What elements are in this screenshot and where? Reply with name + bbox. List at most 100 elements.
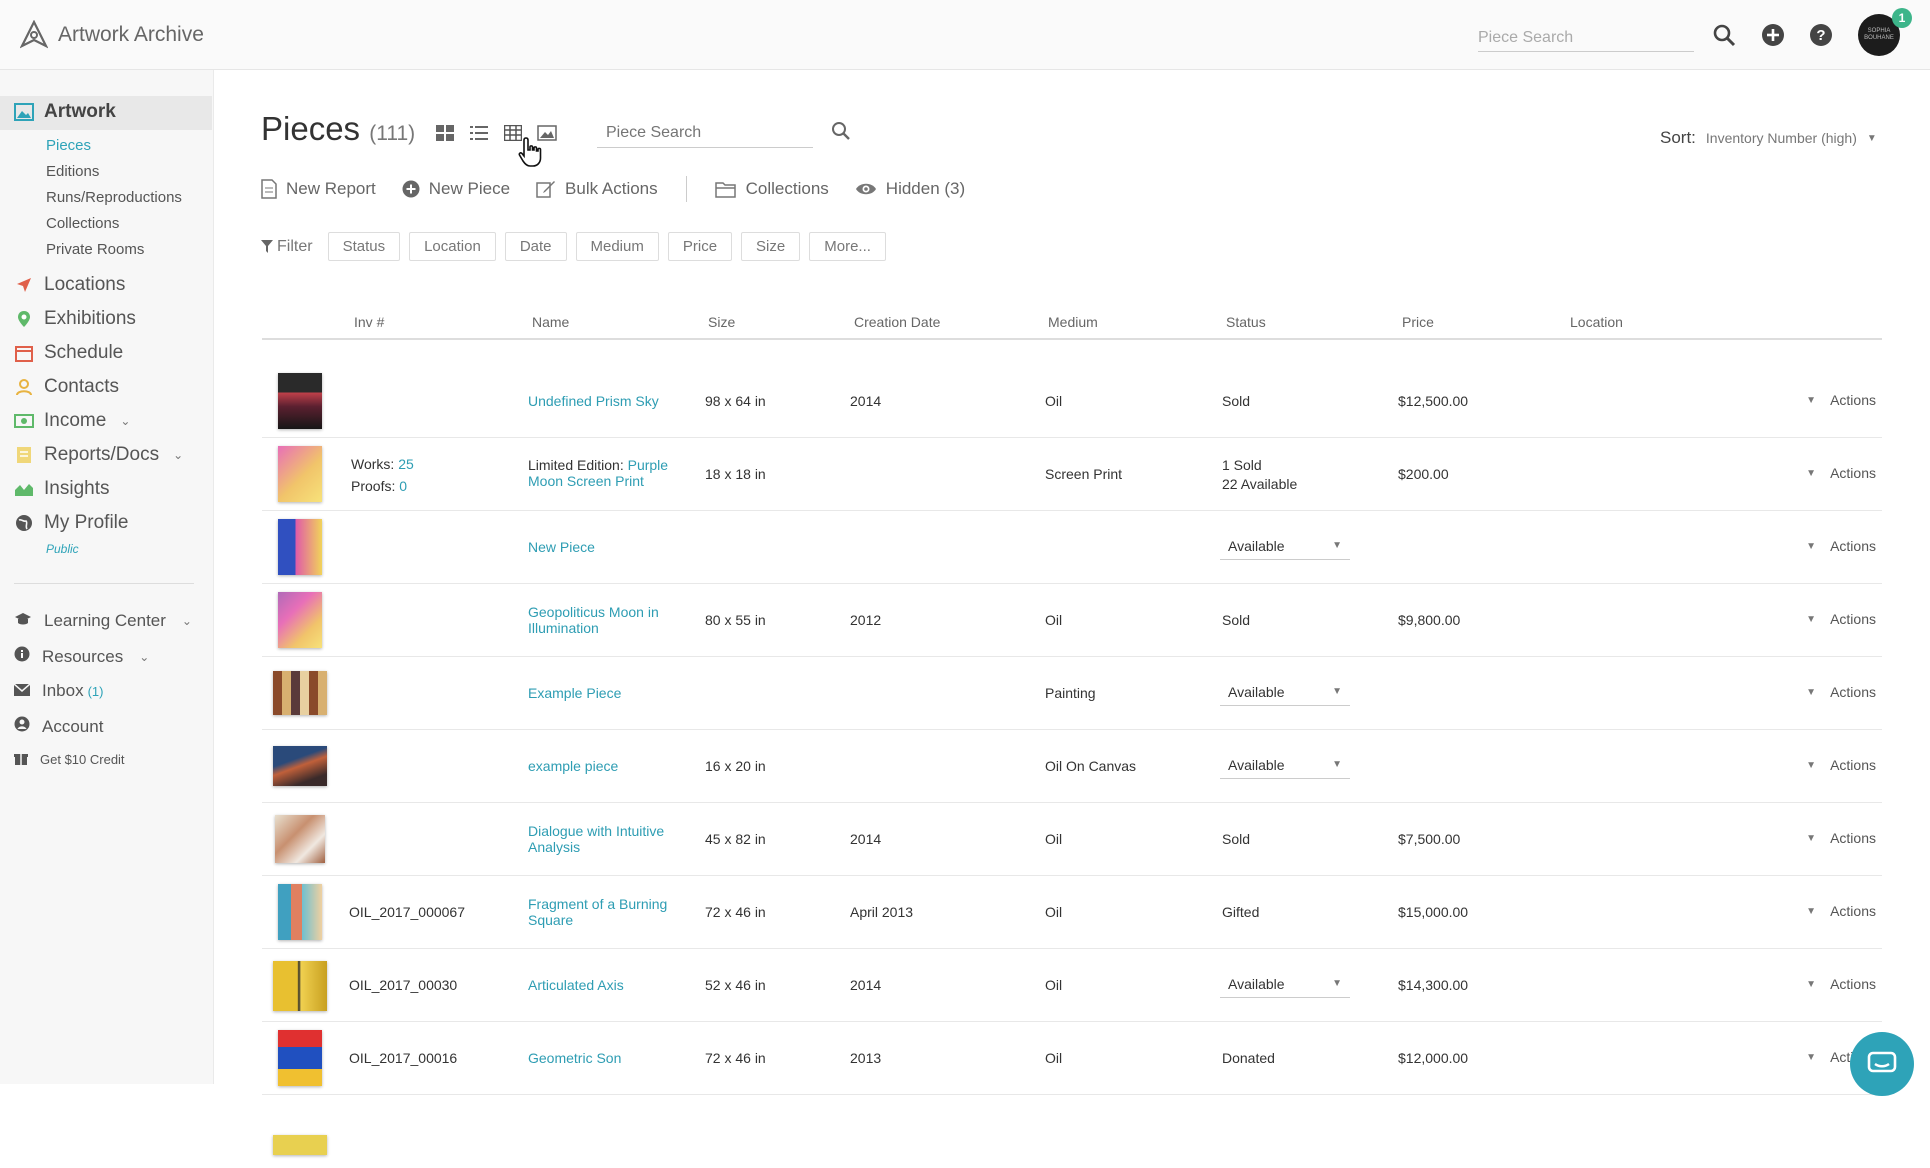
sidebar-item-contacts[interactable]: Contacts — [14, 376, 119, 398]
sidebar-sub-runs[interactable]: Runs/Reproductions — [46, 189, 182, 206]
table-row[interactable] — [262, 1095, 1882, 1168]
column-header-price[interactable]: Price — [1402, 314, 1434, 330]
sidebar-item-exhibitions[interactable]: Exhibitions — [14, 308, 136, 330]
artwork-thumbnail[interactable] — [273, 671, 327, 715]
new-report-button[interactable]: New Report — [261, 179, 376, 199]
row-actions-button[interactable]: ▼ Actions — [1806, 757, 1876, 773]
table-row[interactable]: OIL_2017_00016 Geometric Son 72 x 46 in … — [262, 1022, 1882, 1095]
list-view-icon[interactable] — [468, 122, 490, 144]
row-actions-button[interactable]: ▼ Actions — [1806, 684, 1876, 700]
row-actions-button[interactable]: ▼ Actions — [1806, 392, 1876, 408]
sidebar-sub-pieces[interactable]: Pieces — [46, 137, 92, 154]
row-actions-button[interactable]: ▼ Actions — [1806, 465, 1876, 481]
profile-public-link[interactable]: Public — [46, 542, 79, 556]
help-icon[interactable]: ? — [1806, 20, 1836, 50]
sidebar-item-schedule[interactable]: Schedule — [14, 342, 123, 364]
table-row[interactable]: Example Piece Painting Available ▼ ▼ Actio… — [262, 657, 1882, 730]
works-link[interactable]: 25 — [398, 456, 414, 472]
artwork-thumbnail[interactable] — [273, 746, 327, 786]
table-row[interactable]: OIL_2017_00030 Articulated Axis 52 x 46 … — [262, 949, 1882, 1022]
status-select[interactable]: Available ▼ — [1220, 970, 1350, 998]
filter-medium-button[interactable]: Medium — [575, 232, 659, 261]
artwork-thumbnail[interactable] — [275, 815, 325, 863]
sort-control[interactable]: Sort: Inventory Number (high) ▼ — [1660, 128, 1877, 148]
status-select[interactable]: Available ▼ — [1220, 751, 1350, 779]
filter-date-button[interactable]: Date — [504, 232, 567, 261]
piece-name-link[interactable]: example piece — [528, 758, 619, 774]
bulk-actions-button[interactable]: Bulk Actions — [536, 179, 658, 199]
filter-size-button[interactable]: Size — [741, 232, 801, 261]
top-search-input[interactable] — [1478, 24, 1694, 52]
status-select[interactable]: Available ▼ — [1220, 678, 1350, 706]
sidebar-item-income[interactable]: Income ⌄ — [14, 410, 130, 432]
artwork-thumbnail[interactable] — [278, 592, 322, 648]
row-actions-button[interactable]: ▼ Actions — [1806, 538, 1876, 554]
sidebar-sub-private-rooms[interactable]: Private Rooms — [46, 241, 145, 258]
sidebar-sub-collections[interactable]: Collections — [46, 215, 120, 232]
piece-name-link[interactable]: Geometric Son — [528, 1050, 622, 1066]
filter-more-button[interactable]: More... — [809, 232, 886, 261]
image-view-icon[interactable] — [536, 122, 558, 144]
table-row[interactable]: Dialogue with Intuitive Analysis 45 x 82… — [262, 803, 1882, 876]
table-view-icon[interactable] — [502, 122, 524, 144]
column-header-medium[interactable]: Medium — [1048, 314, 1098, 330]
table-row[interactable]: Works: 25 Proofs: 0 Limited Edition: Pur… — [262, 438, 1882, 511]
avatar[interactable]: SOPHIA BOUHANE — [1858, 14, 1900, 56]
column-header-location[interactable]: Location — [1570, 314, 1623, 330]
piece-name-link[interactable]: New Piece — [528, 539, 595, 555]
new-piece-button[interactable]: New Piece — [402, 179, 510, 199]
search-icon[interactable] — [1709, 20, 1739, 50]
sidebar-item-artwork[interactable]: Artwork — [14, 101, 116, 123]
artwork-thumbnail[interactable] — [273, 961, 327, 1011]
column-header-name[interactable]: Name — [532, 314, 570, 330]
piece-name-link[interactable]: Articulated Axis — [528, 977, 624, 993]
piece-name-link[interactable]: Geopoliticus Moon in Illumination — [528, 604, 659, 636]
piece-name-link[interactable]: Purple Moon Screen Print — [528, 457, 669, 489]
artwork-thumbnail[interactable] — [278, 519, 322, 575]
sidebar-item-reports[interactable]: Reports/Docs ⌄ — [14, 444, 183, 466]
piece-search-input[interactable] — [597, 118, 813, 148]
sidebar-sub-editions[interactable]: Editions — [46, 163, 100, 180]
piece-name-link[interactable]: Fragment of a Burning Square — [528, 896, 668, 928]
proofs-link[interactable]: 0 — [399, 478, 408, 494]
grid-view-icon[interactable] — [434, 122, 456, 144]
table-row[interactable]: example piece 16 x 20 in Oil On Canvas A… — [262, 730, 1882, 803]
piece-name-link[interactable]: Example Piece — [528, 685, 622, 701]
status-select[interactable]: Available ▼ — [1220, 532, 1350, 560]
sidebar-item-locations[interactable]: Locations — [14, 274, 125, 296]
collections-button[interactable]: Collections — [714, 179, 829, 199]
artwork-thumbnail[interactable] — [278, 446, 322, 502]
column-header-creation-date[interactable]: Creation Date — [854, 314, 941, 330]
table-row[interactable]: Undefined Prism Sky 98 x 64 in 2014 Oil … — [262, 365, 1882, 438]
filter-status-button[interactable]: Status — [327, 232, 401, 261]
hidden-button[interactable]: Hidden (3) — [855, 179, 965, 199]
filter-price-button[interactable]: Price — [667, 232, 733, 261]
artwork-thumbnail[interactable] — [278, 884, 322, 940]
filter-location-button[interactable]: Location — [409, 232, 496, 261]
row-actions-button[interactable]: ▼ Actions — [1806, 976, 1876, 992]
sidebar-item-credit[interactable]: Get $10 Credit — [14, 751, 125, 768]
sidebar-item-inbox[interactable]: Inbox (1) — [13, 681, 103, 701]
sidebar-item-resources[interactable]: Resources ⌄ — [14, 646, 149, 667]
artwork-thumbnail[interactable] — [278, 373, 322, 429]
piece-name-link[interactable]: Undefined Prism Sky — [528, 393, 659, 409]
notification-badge[interactable]: 1 — [1892, 8, 1912, 28]
row-actions-button[interactable]: ▼ Actions — [1806, 830, 1876, 846]
artwork-thumbnail[interactable] — [278, 1030, 322, 1086]
row-actions-button[interactable]: ▼ Actions — [1806, 903, 1876, 919]
piece-name-link[interactable]: Dialogue with Intuitive Analysis — [528, 823, 665, 855]
column-header-status[interactable]: Status — [1226, 314, 1266, 330]
search-icon[interactable] — [828, 118, 854, 144]
sidebar-item-my-profile[interactable]: My Profile — [14, 512, 128, 534]
sidebar-item-learning-center[interactable]: Learning Center ⌄ — [14, 611, 192, 631]
column-header-size[interactable]: Size — [708, 314, 736, 330]
sidebar-item-insights[interactable]: Insights — [14, 478, 109, 500]
add-icon[interactable] — [1758, 20, 1788, 50]
sidebar-item-account[interactable]: Account — [14, 716, 103, 737]
table-row[interactable]: Geopoliticus Moon in Illumination 80 x 5… — [262, 584, 1882, 657]
table-row[interactable]: New Piece Available ▼ ▼ Actions — [262, 511, 1882, 584]
app-logo[interactable]: Artwork Archive — [20, 20, 204, 50]
table-row[interactable]: OIL_2017_000067 Fragment of a Burning Sq… — [262, 876, 1882, 949]
row-actions-button[interactable]: ▼ Actions — [1806, 611, 1876, 627]
artwork-thumbnail[interactable] — [273, 1135, 327, 1155]
